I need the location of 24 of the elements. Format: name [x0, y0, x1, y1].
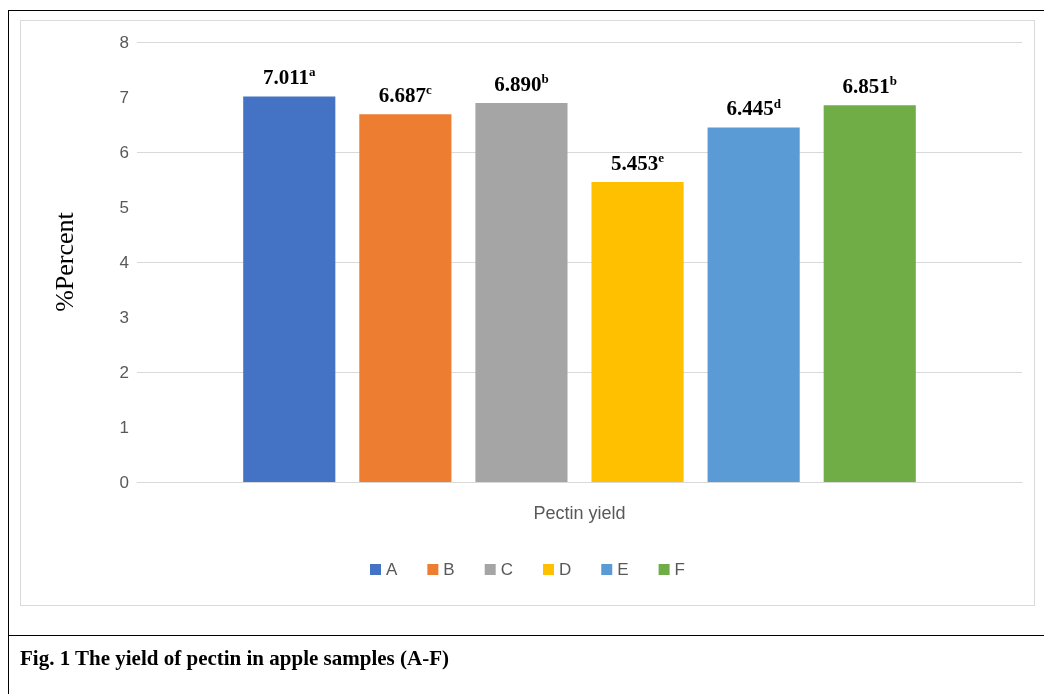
bar — [243, 96, 336, 482]
bar — [707, 127, 800, 482]
legend-label: D — [558, 560, 572, 579]
y-tick-label: 2 — [119, 362, 129, 382]
x-tick-label: Pectin yield — [533, 503, 626, 523]
y-tick-label: 4 — [119, 252, 129, 272]
legend-label: C — [500, 560, 513, 579]
bar — [591, 182, 684, 482]
y-tick-label: 3 — [119, 307, 129, 327]
bar — [475, 103, 568, 482]
caption: Fig. 1 The yield of pectin in apple samples (A-F) — [20, 646, 449, 671]
bar — [359, 114, 452, 482]
bar — [823, 105, 916, 482]
y-tick-label: 5 — [119, 197, 129, 217]
y-tick-label: 7 — [119, 87, 129, 107]
y-tick-label: 1 — [119, 417, 129, 437]
y-tick-label: 8 — [119, 32, 129, 52]
y-tick-label: 6 — [119, 142, 129, 162]
legend-label: F — [674, 560, 685, 579]
legend-label: B — [443, 560, 455, 579]
legend-label: E — [617, 560, 629, 579]
y-tick-label: 0 — [119, 472, 129, 492]
y-axis-title: %Percent — [49, 211, 79, 312]
legend-label: A — [386, 560, 399, 579]
